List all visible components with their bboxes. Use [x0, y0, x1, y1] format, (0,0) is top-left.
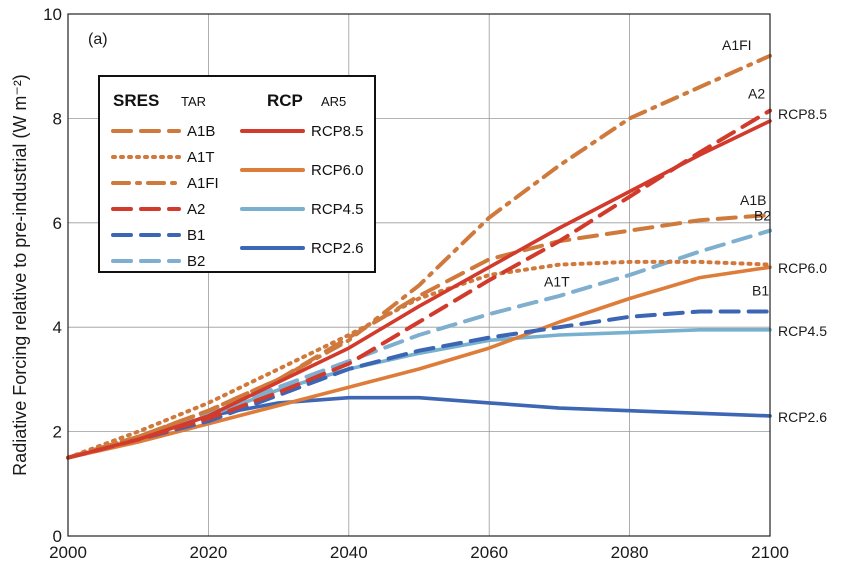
end-label-a1t: A1T [544, 274, 570, 290]
end-label-b1: B1 [752, 283, 769, 299]
series-line-rcp8-5 [66, 119, 772, 460]
legend-sres-subtitle: TAR [181, 94, 206, 109]
y-tick-label: 10 [43, 5, 62, 24]
end-label-a2: A2 [748, 86, 765, 102]
series-line-rcp6-0 [66, 265, 772, 460]
legend-entry-a2: A2 [187, 201, 205, 218]
legend: SRES TAR RCP AR5 A1B A1T A1FI A2 B1 B2 RCP8.5 RCP6.… [98, 75, 376, 273]
y-tick-label: 4 [53, 318, 62, 337]
legend-rcp-subtitle: AR5 [321, 94, 346, 109]
end-labels: A1FI A1B A1T A2 B1 B2 RCP8.5 RCP6.0 RCP4.5 RCP2.6 [544, 37, 827, 425]
legend-entry-rcp2-6: RCP2.6 [311, 240, 364, 257]
y-tick-label: 6 [53, 214, 62, 233]
legend-entry-a1fi: A1FI [187, 175, 219, 192]
legend-entry-b2: B2 [187, 253, 205, 270]
x-tick-label: 2060 [470, 543, 508, 562]
plot-frame [67, 13, 771, 537]
x-tick-label: 2020 [189, 543, 227, 562]
y-tick-label: 2 [53, 423, 62, 442]
end-label-rcp8-5: RCP8.5 [778, 106, 827, 122]
x-tick-label: 2080 [611, 543, 649, 562]
panel-label: (a) [88, 31, 108, 48]
y-axis-ticks: 0 2 4 6 8 10 [43, 5, 62, 546]
legend-entry-rcp6-0: RCP6.0 [311, 162, 364, 179]
x-axis-ticks: 2000 2020 2040 2060 2080 2100 [49, 543, 789, 562]
series-line-a1b [66, 213, 772, 460]
y-axis-label: Radiative Forcing relative to pre-indust… [10, 74, 30, 476]
x-tick-label: 2100 [751, 543, 789, 562]
legend-entry-a1b: A1B [187, 123, 215, 140]
end-label-rcp2-6: RCP2.6 [778, 409, 827, 425]
y-tick-label: 8 [53, 109, 62, 128]
series-line-a1fi [66, 53, 772, 460]
legend-rcp-title: RCP [267, 91, 303, 110]
legend-entry-rcp8-5: RCP8.5 [311, 123, 364, 140]
y-tick-label: 0 [53, 527, 62, 546]
x-tick-label: 2040 [330, 543, 368, 562]
legend-entry-a1t: A1T [187, 149, 215, 166]
end-label-rcp6-0: RCP6.0 [778, 260, 827, 276]
end-label-a1fi: A1FI [722, 37, 752, 53]
legend-entry-b1: B1 [187, 227, 205, 244]
legend-entry-rcp4-5: RCP4.5 [311, 201, 364, 218]
legend-box [98, 75, 376, 273]
legend-sres-title: SRES [113, 91, 159, 110]
end-label-b2: B2 [754, 208, 771, 224]
series-line-a1t [66, 259, 772, 460]
end-label-a1b: A1B [740, 192, 766, 208]
series-layer [66, 53, 772, 460]
end-label-rcp4-5: RCP4.5 [778, 323, 827, 339]
x-tick-label: 2000 [49, 543, 87, 562]
